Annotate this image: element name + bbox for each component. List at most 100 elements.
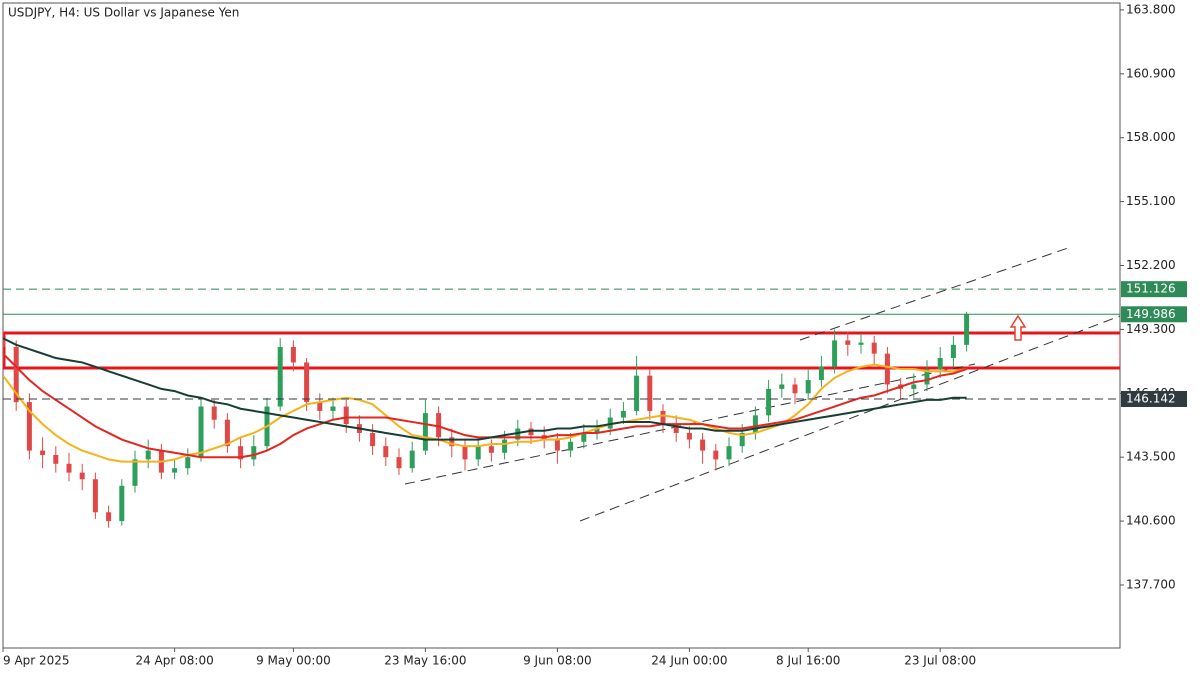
- chart-title: USDJPY, H4: US Dollar vs Japanese Yen: [8, 6, 239, 20]
- candle-body: [858, 342, 864, 345]
- x-tick-label: 23 Jul 08:00: [904, 654, 976, 668]
- candle-body: [396, 457, 402, 469]
- candle-body: [330, 406, 336, 411]
- candle-body: [792, 384, 798, 394]
- candle-body: [686, 432, 692, 440]
- candle-body: [238, 446, 244, 460]
- candle-body: [422, 413, 428, 451]
- candle-body: [409, 450, 415, 469]
- x-tick-label: 9 Jun 08:00: [523, 654, 592, 668]
- candle-body: [92, 479, 98, 513]
- candle-body: [700, 439, 706, 451]
- candle-body: [502, 439, 508, 453]
- candle-body: [660, 410, 666, 425]
- price-label-box: [1121, 306, 1187, 323]
- candle-body: [383, 446, 389, 458]
- candle-body: [673, 424, 679, 433]
- candle-body: [884, 353, 890, 385]
- x-tick-label: 8 Jul 16:00: [776, 654, 840, 668]
- candle-body: [871, 342, 877, 354]
- candle-body: [132, 459, 138, 486]
- candle-body: [726, 446, 732, 460]
- candle-body: [950, 344, 956, 359]
- candle-body: [224, 419, 230, 447]
- moving-average: [3, 363, 967, 463]
- candle-body: [924, 369, 930, 385]
- y-tick-label: 140.600: [1126, 514, 1176, 528]
- candle-body: [620, 410, 626, 418]
- y-tick-label: 155.100: [1126, 194, 1176, 208]
- candle-body: [488, 446, 494, 453]
- candle-body: [911, 384, 917, 389]
- candle-body: [752, 415, 758, 433]
- candle-body: [607, 417, 613, 429]
- candle-body: [317, 402, 323, 411]
- moving-average: [3, 337, 967, 441]
- candle-body: [462, 446, 468, 460]
- candle-body: [343, 406, 349, 425]
- price-label: 149.986: [1126, 307, 1176, 321]
- y-tick-label: 149.300: [1126, 322, 1176, 336]
- x-tick-label: 24 Jun 00:00: [651, 654, 727, 668]
- candle-body: [832, 340, 838, 367]
- candle-body: [713, 450, 719, 460]
- candle-body: [845, 340, 851, 345]
- candle-body: [475, 446, 481, 460]
- candle-body: [185, 457, 191, 469]
- plot-area: [3, 288, 1120, 528]
- x-tick-label: 24 Apr 08:00: [135, 654, 213, 668]
- candle-body: [766, 388, 772, 416]
- x-tick-label: 9 May 00:00: [256, 654, 331, 668]
- candle-body: [40, 450, 46, 455]
- candle-body: [805, 380, 811, 394]
- candle-body: [515, 428, 521, 440]
- candle-body: [53, 454, 59, 464]
- candle-body: [568, 441, 574, 451]
- price-label: 151.126: [1126, 282, 1176, 296]
- candle-body: [106, 512, 112, 522]
- candle-body: [581, 432, 587, 442]
- candle-body: [198, 406, 204, 458]
- y-tick-label: 152.200: [1126, 258, 1176, 272]
- candle-body: [937, 358, 943, 370]
- price-label-box: [1121, 281, 1187, 298]
- candle-body: [304, 362, 310, 403]
- candle-body: [119, 485, 125, 522]
- candle-body: [370, 432, 376, 447]
- up-arrow: [1009, 314, 1027, 341]
- y-tick-label: 163.800: [1126, 2, 1176, 16]
- plot-frame: [2, 2, 1121, 649]
- price-label-box: [1121, 390, 1187, 407]
- channel-line: [579, 315, 1120, 522]
- candle-body: [634, 375, 640, 411]
- candle-body: [594, 428, 600, 433]
- candle-body: [290, 347, 296, 363]
- drawings: [3, 247, 1120, 522]
- candle-body: [964, 314, 970, 345]
- y-tick-label: 158.000: [1126, 130, 1176, 144]
- x-tick-label: 23 May 16:00: [384, 654, 466, 668]
- candle-body: [145, 450, 151, 460]
- x-tick-label: 9 Apr 2025: [3, 654, 70, 668]
- candle-body: [172, 468, 178, 473]
- candle-body: [251, 446, 257, 460]
- resistance-zone: [3, 331, 1120, 370]
- candle-body: [79, 472, 85, 480]
- y-tick-label: 143.500: [1126, 450, 1176, 464]
- candle-body: [211, 406, 217, 420]
- candle-body: [449, 437, 455, 447]
- candle-body: [26, 402, 32, 451]
- candle-body: [436, 413, 442, 438]
- candle-body: [3, 338, 6, 348]
- candle-body: [66, 463, 72, 473]
- candle-body: [779, 384, 785, 389]
- candle-body: [554, 439, 560, 451]
- candle-body: [277, 347, 283, 407]
- y-tick-label: 160.900: [1126, 66, 1176, 80]
- channel-line: [799, 247, 1069, 341]
- candle-body: [13, 347, 19, 403]
- price-label: 146.142: [1126, 391, 1176, 405]
- y-tick-label: 137.700: [1126, 577, 1176, 591]
